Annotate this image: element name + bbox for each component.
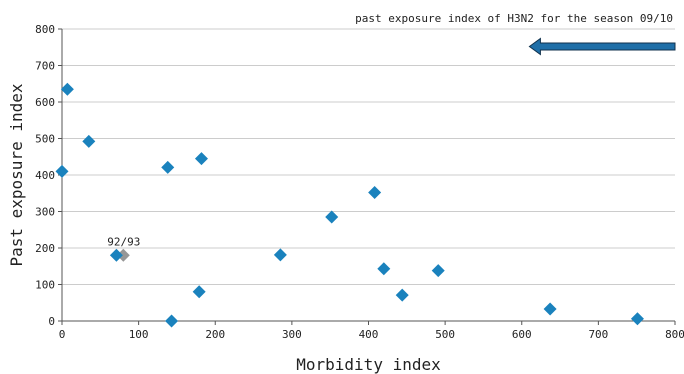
data-points — [55, 82, 644, 328]
x-tick-label-0: 0 — [59, 328, 66, 341]
x-axis-title: Morbidity index — [296, 355, 441, 374]
x-tick-label-400: 400 — [359, 328, 379, 341]
data-point-6 — [192, 285, 206, 299]
grid-lines — [62, 28, 675, 285]
data-point-15 — [630, 312, 644, 326]
data-point-9 — [325, 210, 339, 224]
data-point-13 — [431, 264, 445, 278]
reference-arrow-label: past exposure index of H3N2 for the seas… — [355, 12, 673, 25]
x-tick-label-100: 100 — [129, 328, 149, 341]
x-tick-label-300: 300 — [282, 328, 302, 341]
data-point-14 — [543, 302, 557, 316]
data-point-11 — [377, 262, 391, 276]
reference-arrow — [528, 37, 676, 56]
y-tick-label-100: 100 — [35, 279, 55, 292]
y-tick-label-0: 0 — [48, 315, 55, 328]
reference-arrow-shape — [528, 37, 676, 56]
y-tick-label-500: 500 — [35, 133, 55, 146]
data-point-1 — [60, 82, 74, 96]
y-tick-label-200: 200 — [35, 242, 55, 255]
data-point-3 — [109, 248, 123, 262]
x-tick-label-200: 200 — [205, 328, 225, 341]
annotation-label-92-93: 92/93 — [107, 235, 140, 248]
data-point-4 — [161, 160, 175, 174]
x-tick-label-500: 500 — [435, 328, 455, 341]
y-tick-label-400: 400 — [35, 169, 55, 182]
y-tick-label-300: 300 — [35, 206, 55, 219]
x-tick-label-700: 700 — [588, 328, 608, 341]
data-point-8 — [273, 248, 287, 262]
data-point-2 — [82, 134, 96, 148]
data-point-5 — [165, 314, 179, 328]
y-axis-title: Past exposure index — [7, 83, 26, 266]
x-tick-label-600: 600 — [512, 328, 532, 341]
y-tick-label-600: 600 — [35, 96, 55, 109]
tick-labels: 0 100 200 300 400 500 600 700 800 0 100 200 300 400 50… — [35, 23, 684, 341]
data-point-12 — [395, 288, 409, 302]
y-tick-label-800: 800 — [35, 23, 55, 36]
y-tick-label-700: 700 — [35, 60, 55, 73]
x-tick-label-800: 800 — [665, 328, 684, 341]
data-point-7 — [194, 152, 208, 166]
data-point-0 — [55, 164, 69, 178]
data-point-10 — [368, 186, 382, 200]
highlight-point-92-93 — [116, 248, 130, 262]
